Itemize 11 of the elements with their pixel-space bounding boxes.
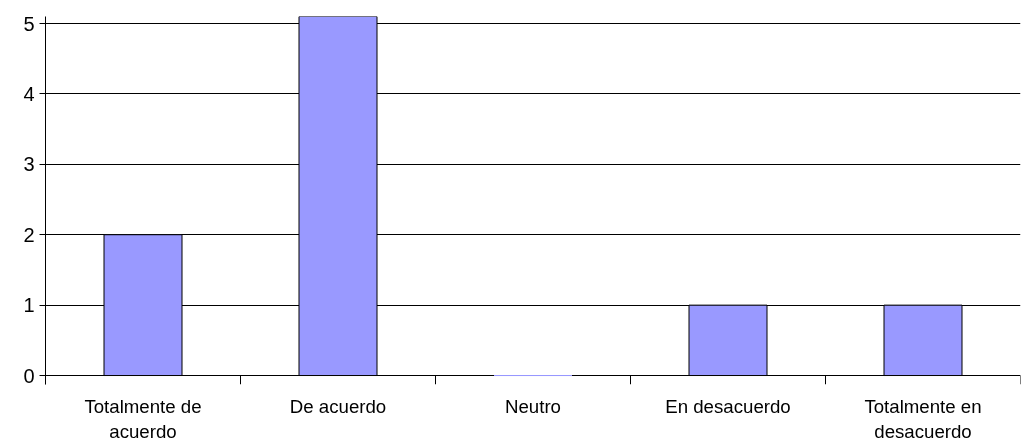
x-tick-label: Totalmente en desacuerdo	[864, 395, 982, 442]
x-tick-label: De acuerdo	[289, 395, 387, 417]
y-tick-label: 5	[23, 12, 35, 35]
y-tick-label: 2	[23, 223, 35, 246]
x-tick-label: Totalmente de acuerdo	[84, 395, 202, 442]
x-tick-label: En desacuerdo	[665, 395, 791, 417]
y-tick-label: 4	[23, 82, 35, 105]
y-tick-label: 3	[23, 153, 35, 176]
y-tick-label: 1	[23, 294, 35, 317]
y-tick-label: 0	[23, 364, 35, 387]
x-tick-label: Neutro	[505, 395, 561, 417]
